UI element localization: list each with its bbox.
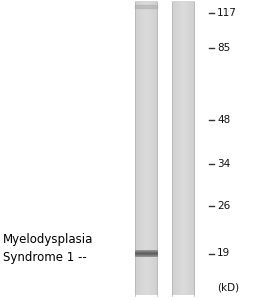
Text: 19: 19: [217, 248, 230, 259]
Text: 48: 48: [217, 115, 230, 125]
Text: 26: 26: [217, 201, 230, 212]
Text: (kD): (kD): [217, 283, 239, 293]
Text: 85: 85: [217, 43, 230, 53]
Text: 34: 34: [217, 159, 230, 170]
Text: Myelodysplasia: Myelodysplasia: [3, 233, 93, 247]
Text: 117: 117: [217, 8, 237, 18]
Text: Syndrome 1 --: Syndrome 1 --: [3, 251, 86, 264]
